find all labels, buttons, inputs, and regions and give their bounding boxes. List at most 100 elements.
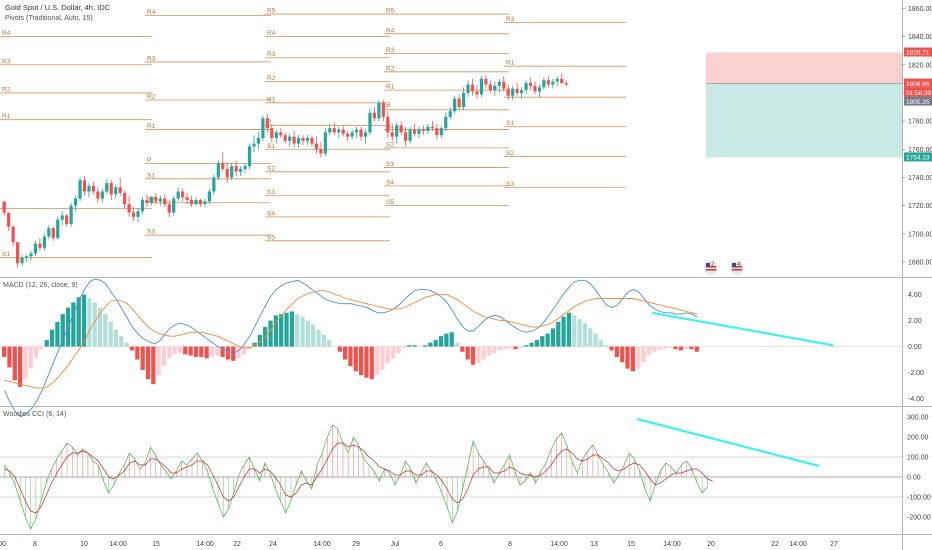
candle-body-106 (475, 91, 479, 95)
macd-bar-87 (465, 346, 470, 360)
macd-bar-119 (636, 346, 641, 369)
macd-bar-65 (348, 346, 353, 367)
candle-body-39 (176, 191, 180, 199)
pivots-legend: Pivots (Traditional, Auto, 15) (5, 15, 93, 22)
macd-bar-1 (7, 346, 12, 368)
price-tick-label-5: 1760.00 (908, 147, 932, 154)
pivot-label-3-S2: S2 (386, 141, 394, 148)
flag-icon-1[interactable] (704, 261, 718, 275)
macd-bar-99 (529, 342, 534, 347)
candle-body-102 (457, 98, 461, 108)
trendline-cci (636, 417, 820, 468)
candle-body-1 (7, 212, 11, 227)
pivot-label-4-R1: R1 (506, 60, 515, 67)
macd-pane (0, 278, 902, 418)
macd-bar-8 (44, 340, 49, 347)
price-tag-3: 1805.25 (906, 99, 930, 106)
pivot-label-0-R1: R1 (2, 113, 11, 120)
price-tag-0: 1828.71 (906, 50, 930, 57)
flag-icon-2[interactable] (730, 261, 744, 275)
macd-bar-105 (561, 316, 566, 347)
candle-body-5 (24, 256, 29, 258)
time-tick-8: 14:00 (313, 541, 331, 548)
macd-bar-129 (689, 346, 694, 350)
macd-bar-88 (470, 346, 476, 365)
time-tick-5: 14:00 (196, 541, 214, 548)
cci-line (4, 424, 708, 530)
candle-body-33 (149, 197, 154, 203)
candle-body-70 (314, 143, 319, 150)
macd-bar-122 (652, 346, 657, 352)
cci-tick-4: -100.00 (907, 495, 931, 502)
candle-body-114 (511, 88, 515, 96)
candle-body-36 (163, 198, 167, 205)
candle-body-82 (368, 112, 372, 133)
price-tick-label-9: 1680.00 (908, 259, 932, 266)
macd-bar-73 (390, 346, 396, 359)
pivot-levels: R4 R3 R2 R1 P S1 R4 R3 R2 R1 P S1 S2 S3 R5 R4 R3 R2 R1 P S1 S… (0, 8, 626, 258)
candle-body-19 (87, 185, 91, 192)
macd-bar-125 (668, 346, 673, 348)
cci-tick-5: -200.00 (907, 515, 931, 522)
macd-bar-94 (502, 346, 508, 350)
macd-bar-104 (556, 321, 561, 347)
macd-bar-13 (71, 302, 76, 347)
macd-bar-14 (76, 297, 81, 347)
pivot-label-3-P: P (386, 103, 390, 110)
candle-body-51 (230, 166, 234, 178)
macd-bar-34 (183, 346, 188, 355)
pivot-label-3-R5: R5 (386, 8, 395, 15)
candle-body-118 (528, 83, 533, 86)
macd-bar-37 (199, 346, 204, 357)
macd-bar-113 (604, 345, 609, 347)
candle-body-61 (274, 132, 278, 138)
candle-body-74 (332, 128, 336, 133)
macd-bar-114 (609, 346, 614, 351)
candle-body-126 (564, 83, 568, 85)
macd-bar-130 (694, 346, 699, 352)
time-tick-0: 00 (0, 541, 6, 548)
macd-bar-7 (39, 346, 44, 350)
candle-body-85 (381, 102, 385, 117)
candle-body-17 (78, 180, 82, 199)
pivot-label-2-S4: S4 (267, 210, 275, 217)
candle-body-116 (519, 90, 524, 93)
candle-body-91 (408, 129, 412, 141)
candle-body-97 (435, 128, 439, 136)
time-tick-18: 22 (771, 541, 779, 548)
candle-body-48 (216, 163, 220, 178)
pivot-label-3-S4: S4 (386, 179, 394, 186)
candle-body-104 (466, 84, 470, 93)
candle-body-53 (239, 168, 243, 172)
candle-body-11 (51, 228, 55, 238)
macd-bar-40 (215, 346, 220, 356)
macd-bar-123 (657, 346, 662, 351)
macd-bar-81 (433, 340, 438, 347)
pivot-label-2-R4: R4 (267, 30, 276, 37)
candle-body-9 (42, 236, 46, 248)
candle-body-125 (560, 78, 564, 84)
pivot-label-2-S5: S5 (267, 234, 275, 241)
candle-body-41 (185, 197, 189, 200)
price-tick-label-7: 1720.00 (908, 203, 932, 210)
candle-body-120 (537, 87, 542, 92)
pivot-label-1-R2: R2 (147, 93, 156, 100)
candle-body-28 (127, 204, 131, 213)
pivot-label-0-S1: S1 (2, 251, 10, 258)
candle-body-49 (221, 163, 225, 169)
macd-bar-103 (550, 328, 556, 347)
candle-body-23 (105, 183, 109, 192)
time-tick-6: 22 (233, 541, 241, 548)
pivot-label-1-R1: R1 (147, 123, 156, 130)
macd-bar-29 (156, 346, 161, 376)
macd-bar-6 (33, 346, 39, 359)
macd-bar-52 (279, 314, 284, 347)
candle-body-35 (158, 198, 162, 202)
candle-body-43 (194, 199, 198, 205)
candle-body-112 (502, 81, 506, 89)
candle-body-113 (506, 88, 510, 96)
candle-body-65 (292, 136, 296, 144)
macd-bar-64 (343, 346, 348, 360)
candlesticks (2, 73, 568, 268)
